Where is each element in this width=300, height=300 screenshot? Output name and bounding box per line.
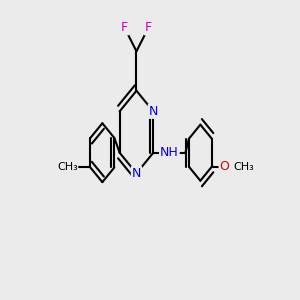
Text: O: O [220, 160, 230, 173]
Text: F: F [121, 21, 128, 34]
Text: CH₃: CH₃ [57, 162, 78, 172]
Text: N: N [132, 167, 141, 180]
Text: NH: NH [160, 146, 179, 159]
Text: CH₃: CH₃ [234, 162, 254, 172]
Text: F: F [145, 21, 152, 34]
Text: N: N [148, 105, 158, 118]
